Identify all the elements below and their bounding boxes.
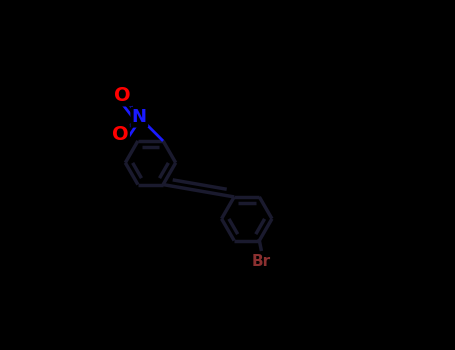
Text: N: N bbox=[132, 108, 147, 126]
Text: O: O bbox=[114, 86, 131, 105]
Text: O: O bbox=[112, 125, 128, 144]
Text: Br: Br bbox=[252, 253, 271, 268]
